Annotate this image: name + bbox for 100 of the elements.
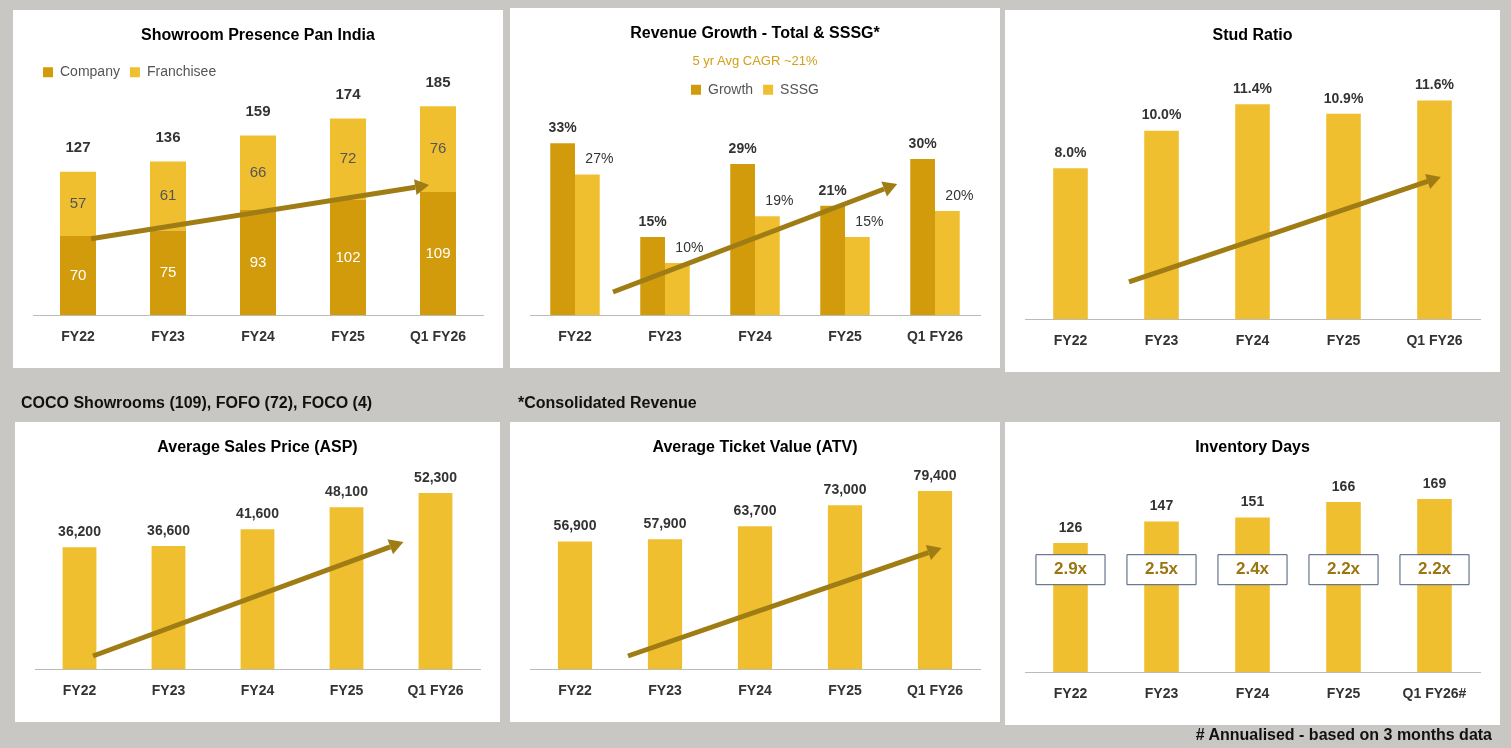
x-tick-label: FY24 [1235,685,1270,702]
chart-title: Showroom Presence Pan India [141,26,376,44]
data-label: 41,600 [236,505,280,522]
bar [845,237,870,316]
data-label: 19% [765,192,794,209]
data-label: 79,400 [913,466,957,483]
data-label: 147 [1149,497,1174,514]
data-label: 27% [585,150,614,167]
x-tick-label: FY23 [648,682,682,699]
x-tick-label: FY25 [828,682,862,699]
data-label: 109 [425,243,451,261]
x-tick-label: FY24 [1235,332,1270,349]
data-label: 48,100 [325,483,369,500]
data-label: 36,600 [147,521,191,538]
x-tick-label: FY25 [1326,332,1361,349]
x-tick-label: FY24 [738,328,772,345]
x-tick-label: FY22 [1053,685,1088,702]
data-label: 102 [335,247,361,265]
data-label: 126 [1058,518,1083,535]
bar [917,490,953,670]
data-label: 56,900 [553,517,597,534]
data-label: 10% [675,238,704,255]
data-label: 33% [548,119,578,136]
data-label: 76 [429,139,447,157]
bar [329,507,364,670]
chart-title: Average Sales Price (ASP) [157,438,358,456]
bar [418,493,453,670]
data-label: 11.4% [1233,80,1273,97]
data-label: 30% [908,134,938,151]
bar [60,236,96,316]
x-tick-label: FY23 [151,682,186,699]
x-tick-label: FY24 [240,682,275,699]
data-label: 11.6% [1415,76,1455,93]
annotation: 2.2x [1326,559,1361,579]
bar [240,135,276,211]
bar [1053,168,1088,320]
bar [640,237,665,316]
x-tick-label: FY23 [1144,332,1179,349]
bar [730,164,755,316]
data-label: 21% [818,181,848,198]
x-tick-label: FY24 [241,328,275,345]
data-label: 8.0% [1054,144,1087,161]
bar [150,230,186,316]
x-tick-label: Q1 FY26 [906,328,964,345]
data-label: 169 [1422,474,1447,491]
data-label: 36,200 [58,523,102,540]
bar [1235,104,1270,320]
x-tick-label: FY25 [1326,685,1361,702]
x-tick-label: FY23 [151,328,185,345]
bar [420,192,456,316]
chart-title: Revenue Growth - Total & SSSG* [630,24,881,42]
data-label: 93 [249,252,267,270]
data-label: 72 [339,149,357,167]
bar [60,171,96,237]
bar [240,529,275,670]
x-tick-label: Q1 FY26 [906,682,964,699]
bar [910,158,935,316]
bar [420,106,456,193]
total-label: 136 [155,128,181,146]
annotation: 2.9x [1053,559,1088,579]
x-tick-label: FY22 [558,682,592,699]
bar [737,526,773,670]
bar [330,118,366,200]
bar [575,174,600,316]
data-label: 20% [945,186,974,203]
bar [1144,130,1179,320]
x-tick-label: FY23 [648,328,682,345]
bar [665,263,690,316]
total-label: 174 [335,85,362,103]
annotation: 2.4x [1235,559,1270,579]
data-label: 66 [249,162,267,180]
bar [550,143,575,316]
bar [62,547,97,670]
data-label: 151 [1240,493,1265,510]
x-tick-label: Q1 FY26 [409,328,467,345]
annotation: 2.2x [1417,559,1452,579]
x-tick-label: FY23 [1144,685,1179,702]
x-tick-label: Q1 FY26# [1402,685,1467,702]
x-tick-label: FY25 [828,328,862,345]
x-tick-label: Q1 FY26 [407,682,464,699]
legend-title: 5 yr Avg CAGR ~21% [692,53,818,69]
total-label: 185 [425,72,451,90]
x-tick-label: FY22 [1053,332,1088,349]
data-label: 75 [159,262,177,280]
bar [330,199,366,316]
bar [827,505,863,670]
total-label: 159 [245,102,271,120]
data-label: 15% [638,212,668,229]
bar [1326,113,1361,320]
bar [820,205,845,316]
x-tick-label: FY22 [558,328,592,345]
chart-title: Average Ticket Value (ATV) [652,438,858,456]
bar [151,545,186,670]
text: COCO Showrooms (109), FOFO (72), FOCO (4) [21,394,373,412]
legend-label: SSSG [780,80,820,97]
legend-label: Franchisee [146,63,217,80]
chart-title: Inventory Days [1195,438,1310,456]
x-tick-label: FY25 [329,682,364,699]
bar [240,210,276,316]
legend-label: Growth [707,80,754,97]
